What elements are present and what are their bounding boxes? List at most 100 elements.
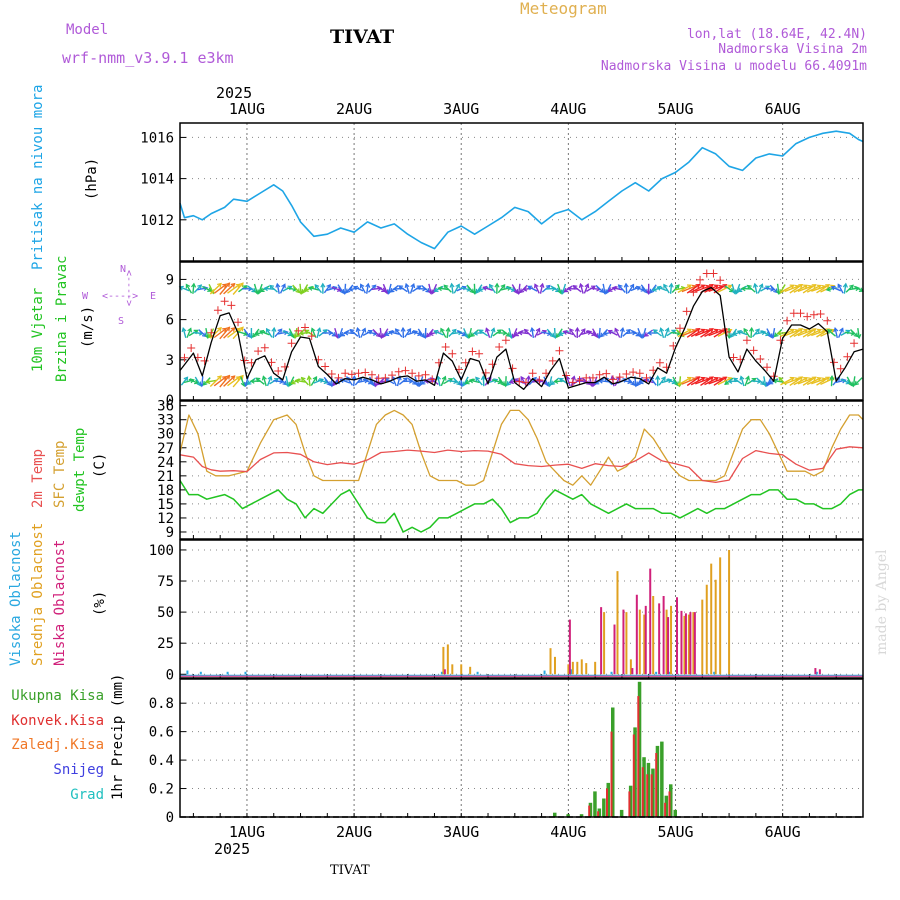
wind-arrow-head [189, 378, 195, 384]
pressure-unit: (hPa) [84, 158, 100, 200]
precip-legend-grad: Grad [70, 787, 104, 803]
wind-arrow [634, 286, 645, 291]
wind-arrow-head [700, 328, 706, 334]
gust-marker [213, 306, 222, 315]
precip-conv-bar [641, 767, 644, 817]
wind-arrow [272, 327, 275, 339]
wind-arrow [630, 329, 640, 337]
wind-arrow-head [365, 282, 371, 288]
wind-arrow-head [674, 284, 680, 290]
y-tick-label: 6 [166, 313, 174, 329]
wind-arrow [518, 283, 521, 294]
gust-marker [361, 368, 370, 377]
wind-arrow [237, 330, 248, 336]
gust-marker [742, 336, 751, 345]
wind-arrow-head [217, 375, 222, 381]
wind-arrow-head [433, 287, 439, 292]
wind-arrow [763, 376, 767, 387]
wind-arrow [717, 284, 732, 293]
wind-legend-w: W [82, 291, 89, 302]
wind-arrow-head [841, 378, 847, 384]
precip-total-bar [655, 745, 660, 817]
wind-arrow [618, 284, 626, 293]
wind-arrow-head [194, 379, 200, 385]
gust-marker [381, 373, 390, 382]
wind-arrow [590, 287, 601, 290]
wind-arrow [614, 328, 621, 338]
wind-arrow-head [605, 289, 611, 295]
wind-arrow [223, 327, 236, 339]
y-tick-label: 9 [166, 272, 174, 288]
wind-arrow [273, 380, 284, 383]
y-tick-label: 30 [157, 427, 174, 443]
wind-arrow [186, 328, 192, 338]
wind-arrow-head [263, 286, 269, 292]
precip-total-bar [637, 681, 642, 817]
wind-arrow [416, 287, 427, 290]
wind-arrow-head [300, 376, 306, 382]
wind-arrow [301, 284, 309, 294]
wind-arrow-head [508, 379, 514, 385]
wind-arrow-head [664, 327, 670, 333]
wind-arrow-head [724, 380, 730, 386]
wind-arrow-head [708, 376, 714, 381]
wind-arrow [793, 284, 808, 293]
wind-arrow-head [404, 282, 410, 289]
wind-arrow-head [713, 284, 719, 290]
wind-arrow [831, 286, 842, 292]
wind-arrow-head [629, 283, 635, 289]
wind-arrow [627, 284, 635, 294]
gust-marker [441, 343, 450, 352]
wind-arrow-head [348, 286, 354, 292]
wind-arrow [456, 286, 467, 292]
wind-arrow [446, 328, 450, 339]
wind-arrow-head [265, 327, 271, 333]
wind-arrow [437, 376, 441, 387]
wind-arrow [310, 376, 318, 386]
wind-arrow-head [478, 329, 484, 335]
wind-arrow [440, 328, 447, 338]
wind-arrow-head [436, 375, 442, 381]
wind-legend-h: <----> [102, 291, 138, 302]
wind-arrow-head [183, 376, 189, 382]
wind-arrow-head [752, 282, 759, 288]
wind-arrow-head [584, 283, 590, 289]
wind-arrow [708, 285, 723, 293]
wind-arrow [853, 285, 864, 292]
wind-arrow-head [761, 330, 767, 336]
wind-arrow [308, 286, 319, 291]
wind-arrow-head [520, 375, 525, 381]
wind-arrow-head [230, 375, 236, 381]
precip-total-bar [646, 762, 651, 817]
wind-arrow [304, 329, 315, 337]
wind-arrow [827, 329, 837, 337]
wind-arrow [772, 327, 776, 339]
wind-arrow-head [464, 379, 470, 385]
wind-arrow [518, 331, 529, 335]
wind-arrow [643, 379, 654, 384]
gust-marker [448, 349, 457, 358]
wind-arrow-head [545, 284, 551, 290]
y-tick-label: 0 [166, 393, 174, 409]
wind-arrow-head [493, 378, 499, 384]
bottom-day-label: 1AUG [229, 823, 265, 841]
wind-arrow [816, 328, 830, 338]
gust-marker [642, 373, 651, 382]
wind-arrow [708, 329, 723, 337]
gust-marker [307, 332, 316, 341]
wind-arrow-head [562, 330, 568, 335]
wind-arrow [764, 287, 775, 291]
gust-marker [729, 353, 738, 362]
wind-arrow [431, 283, 438, 294]
wind-arrow-head [371, 284, 377, 290]
wind-arrow-head [423, 378, 429, 384]
wind-arrow-head [825, 376, 831, 382]
wind-arrow [674, 287, 686, 291]
wind-arrow [784, 377, 799, 385]
wind-arrow [382, 283, 388, 294]
wind-arrow-head [845, 379, 851, 385]
wind-arrow [353, 376, 356, 387]
precip-total-bar [669, 784, 673, 817]
gust-marker [702, 269, 711, 278]
top-day-label: 4AUG [550, 100, 586, 118]
